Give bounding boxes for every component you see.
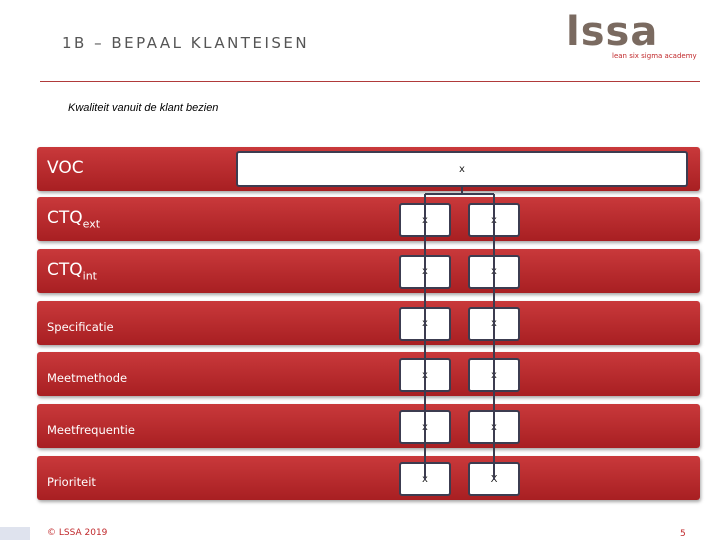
label-text: Specificatie [47, 319, 114, 334]
row: Specificatie [37, 300, 700, 345]
label-text: Prioriteit [47, 475, 96, 489]
row-label: Specificatie [47, 320, 114, 334]
row: Meetmethode [37, 352, 700, 397]
page-number: 5 [680, 529, 686, 539]
row-label: CTQext [47, 208, 100, 230]
label-text: Meetmethode [47, 371, 128, 386]
row: CTQint [37, 248, 700, 293]
label-subscript: ext [82, 217, 101, 231]
row-label: Prioriteit [47, 475, 96, 489]
row-label: CTQint [47, 260, 97, 282]
voc-cell: x [236, 151, 688, 187]
label-text: CTQ [47, 208, 83, 228]
footer-bar [0, 527, 30, 540]
label-subscript: int [82, 269, 97, 283]
row-label: Meetfrequentie [47, 423, 135, 437]
row-label: VOC [47, 158, 84, 178]
copyright: © LSSA 2019 [47, 528, 108, 538]
row: Prioriteit [37, 456, 700, 500]
title: 1B – BEPAAL KLANTEISEN [62, 34, 310, 52]
divider [40, 81, 700, 82]
subtitle: Kwaliteit vanuit de klant bezien [68, 102, 219, 114]
row-label: Meetmethode [47, 371, 127, 385]
logo: lssa [566, 9, 659, 55]
row: Meetfrequentie [37, 404, 700, 449]
logo-tagline: lean six sigma academy [612, 52, 697, 60]
label-text: Meetfrequentie [47, 423, 135, 438]
label-text: CTQ [47, 259, 83, 280]
row: CTQext [37, 197, 700, 241]
